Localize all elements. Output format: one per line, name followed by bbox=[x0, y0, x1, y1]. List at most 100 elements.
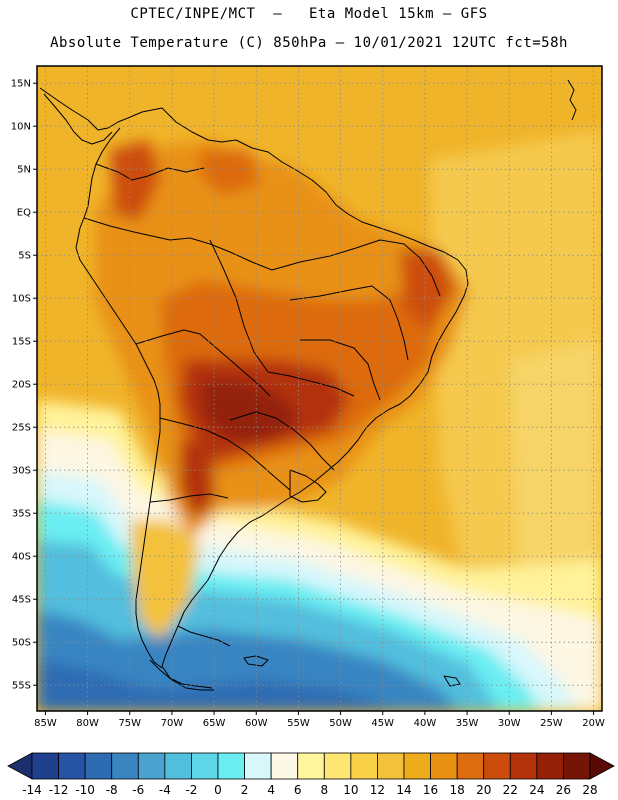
colorbar-swatch bbox=[31, 752, 59, 780]
lat-tick-label: 40S bbox=[12, 552, 31, 563]
colorbar-label: -14 bbox=[22, 783, 42, 797]
coast-atlantic bbox=[39, 87, 469, 689]
lon-tick-label: 70W bbox=[161, 718, 184, 729]
lat-axis: 15N 10N 5N EQ 5S 10S 15S 20S 25S 30S 35S 40S 45S 50S 5… bbox=[11, 79, 37, 692]
colorbar-swatch bbox=[164, 752, 192, 780]
field-blue bbox=[37, 610, 460, 711]
colorbar-label: 20 bbox=[476, 783, 491, 797]
colorbar-label: 12 bbox=[370, 783, 385, 797]
lon-tick-label: 75W bbox=[118, 718, 141, 729]
field-ne-brazil bbox=[400, 250, 455, 330]
lat-tick-label: 15S bbox=[12, 337, 31, 348]
colorbar-label: -12 bbox=[49, 783, 69, 797]
colorbar-swatch bbox=[297, 752, 325, 780]
lat-tick-label: 25S bbox=[12, 423, 31, 434]
lat-tick-label: 30S bbox=[12, 466, 31, 477]
border-brazil-north bbox=[271, 239, 441, 297]
tierra-del-fuego bbox=[149, 659, 214, 691]
colorbar-swatch bbox=[217, 752, 245, 780]
lon-tick-label: 80W bbox=[76, 718, 99, 729]
lat-tick-label: 10N bbox=[11, 122, 31, 133]
lon-tick-label: 85W bbox=[34, 718, 57, 729]
border-argentina-chile bbox=[149, 493, 229, 503]
lat-tick-label: 10S bbox=[12, 294, 31, 305]
colorbar-swatch bbox=[377, 752, 405, 780]
colorbar-swatch bbox=[456, 752, 485, 780]
lat-tick-label: 20S bbox=[12, 380, 31, 391]
colorbar-label: 14 bbox=[396, 783, 411, 797]
colorbar-label: 24 bbox=[529, 783, 544, 797]
border-states-2 bbox=[300, 339, 381, 401]
colorbar-label: -8 bbox=[106, 783, 118, 797]
lon-axis: 85W 80W 75W 70W 65W 60W 55W 50W 45W 40W 35W 30W 25W 2… bbox=[34, 711, 605, 729]
chart-title-line1: CPTEC/INPE/MCT – Eta Model 15km – GFS bbox=[130, 6, 488, 22]
island-2 bbox=[443, 675, 461, 687]
colorbar-swatch bbox=[536, 752, 564, 780]
colorbar-arrow-high bbox=[589, 752, 615, 780]
colorbar-label: 0 bbox=[214, 783, 222, 797]
map-frame bbox=[36, 65, 603, 712]
lat-tick-label: 55S bbox=[12, 681, 31, 692]
colorbar-swatch bbox=[563, 752, 591, 780]
lon-tick-label: 20W bbox=[582, 718, 605, 729]
colorbar-swatch bbox=[270, 752, 299, 780]
lat-tick-label: EQ bbox=[17, 208, 31, 219]
lon-tick-label: 65W bbox=[203, 718, 226, 729]
lon-tick-label: 60W bbox=[245, 718, 268, 729]
lon-tick-label: 40W bbox=[414, 718, 437, 729]
chart-title-line2: Absolute Temperature (C) 850hPa – 10/01/… bbox=[50, 35, 568, 51]
border-peru-brazil bbox=[83, 217, 273, 271]
colorbar-swatch bbox=[111, 752, 139, 780]
lat-tick-label: 5S bbox=[18, 251, 31, 262]
uruguay-rio-plata bbox=[289, 469, 327, 503]
colorbar-label: -2 bbox=[185, 783, 197, 797]
lon-tick-label: 30W bbox=[498, 718, 521, 729]
colorbar-label: -6 bbox=[132, 783, 144, 797]
colorbar-swatch bbox=[430, 752, 458, 780]
lon-tick-label: 55W bbox=[287, 718, 310, 729]
coastline-borders bbox=[39, 79, 577, 691]
colorbar-label: 22 bbox=[503, 783, 518, 797]
colorbar-label: 10 bbox=[343, 783, 358, 797]
colorbar-swatch bbox=[84, 752, 113, 780]
lon-tick-label: 25W bbox=[540, 718, 563, 729]
colorbar-swatch bbox=[323, 752, 352, 780]
colorbar-label: 18 bbox=[450, 783, 465, 797]
colorbar-swatch bbox=[191, 752, 219, 780]
field-north-andes bbox=[110, 140, 160, 220]
field-guiana bbox=[200, 150, 260, 195]
field-chaco bbox=[180, 440, 215, 520]
colorbar-swatch bbox=[483, 752, 511, 780]
lon-tick-label: 45W bbox=[371, 718, 394, 729]
field-patagonia bbox=[130, 520, 200, 640]
colorbar-label: 4 bbox=[267, 783, 275, 797]
colorbar: -14 -12 -10 -8 -6 -4 -2 0 2 4 6 8 10 12 14 16 18 20 22 24 26… bbox=[7, 752, 615, 797]
field-east-light bbox=[510, 340, 602, 620]
lat-tick-label: 50S bbox=[12, 638, 31, 649]
temperature-field bbox=[37, 66, 602, 711]
border-brazil-west bbox=[209, 239, 355, 397]
lon-tick-label: 35W bbox=[456, 718, 479, 729]
border-argentina-north bbox=[159, 417, 291, 491]
lesser-antilles bbox=[567, 79, 577, 121]
colorbar-label: -4 bbox=[159, 783, 171, 797]
border-paraguay bbox=[229, 411, 335, 471]
border-colombia-venezuela bbox=[95, 163, 205, 181]
colorbar-label: -10 bbox=[75, 783, 95, 797]
colorbar-label: 6 bbox=[294, 783, 302, 797]
colorbar-swatch bbox=[58, 752, 86, 780]
colorbar-label: 8 bbox=[320, 783, 328, 797]
coast-pacific bbox=[75, 127, 163, 669]
coast-central-america bbox=[43, 93, 113, 145]
border-states-1 bbox=[289, 285, 409, 361]
colorbar-label: 2 bbox=[241, 783, 249, 797]
colorbar-swatch bbox=[137, 752, 166, 780]
colorbar-label: 28 bbox=[582, 783, 597, 797]
colorbar-label: 26 bbox=[556, 783, 571, 797]
colorbar-swatch bbox=[244, 752, 272, 780]
lon-tick-label: 50W bbox=[329, 718, 352, 729]
lat-tick-label: 5N bbox=[17, 165, 31, 176]
lat-tick-label: 35S bbox=[12, 509, 31, 520]
colorbar-swatch bbox=[350, 752, 378, 780]
